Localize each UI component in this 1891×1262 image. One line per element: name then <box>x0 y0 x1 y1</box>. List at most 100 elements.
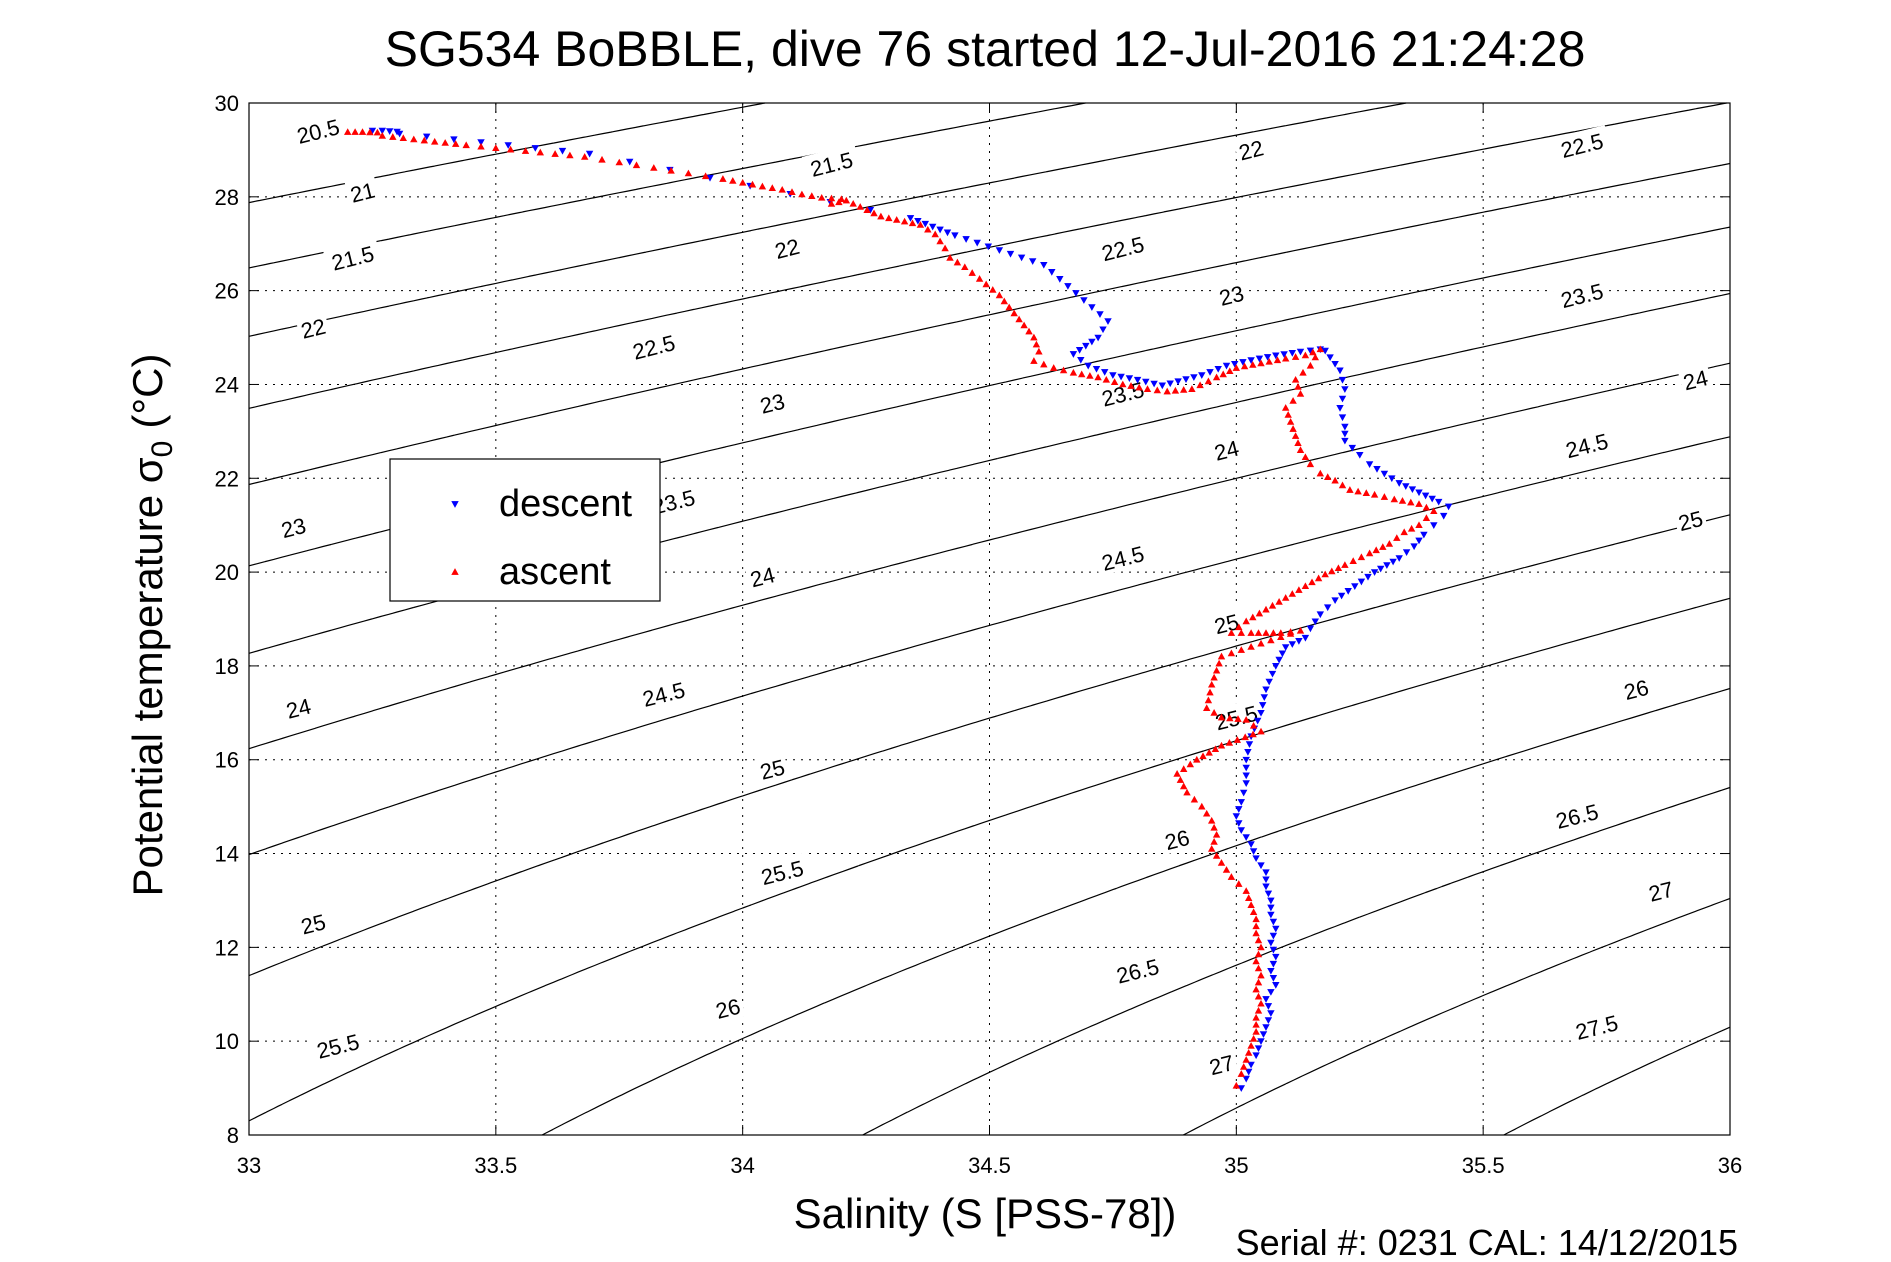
ascent-point <box>1311 353 1320 361</box>
descent-point <box>1072 290 1080 297</box>
descent-point <box>1316 611 1325 619</box>
ascent-point <box>1171 386 1180 394</box>
ascent-point <box>1205 748 1213 756</box>
descent-point <box>1311 618 1320 626</box>
descent-point <box>1395 480 1403 487</box>
ascent-point <box>1316 469 1325 477</box>
contour-label-bg <box>1203 1047 1239 1080</box>
contour-label: 20.5 <box>288 110 348 150</box>
descent-point <box>1117 373 1125 381</box>
descent-point <box>378 127 387 135</box>
legend-label-ascent: ascent <box>499 551 611 593</box>
descent-point <box>936 226 944 234</box>
contour-label-text: 22 <box>1236 135 1266 165</box>
y-axis-label: Potential temperature σ0 (°C) <box>124 354 179 897</box>
descent-point <box>1235 820 1243 827</box>
contour-label-text: 26.5 <box>1114 954 1162 989</box>
descent-point <box>1295 637 1303 645</box>
ascent-point <box>1239 1063 1248 1070</box>
ascent-point <box>389 133 397 140</box>
descent-point <box>1272 352 1280 360</box>
contour-label-text: 26 <box>1621 675 1651 705</box>
contour-label-text: 25.5 <box>759 855 807 890</box>
ascent-point <box>1257 943 1265 951</box>
contour-label: 25 <box>754 751 790 785</box>
ascent-point <box>1334 564 1343 572</box>
x-tick-label: 34.5 <box>968 1153 1011 1178</box>
descent-point <box>1258 702 1267 709</box>
legend: descent ascent <box>389 458 661 602</box>
ascent-point <box>1393 534 1401 541</box>
ascent-point <box>827 200 836 207</box>
ascent-point <box>1183 788 1191 796</box>
contour-label-bg <box>1093 537 1152 577</box>
descent-point <box>1281 644 1290 651</box>
ascent-point <box>1254 950 1263 958</box>
ascent-point <box>1267 636 1275 644</box>
ascent-point <box>1210 837 1218 845</box>
ascent-point <box>968 269 976 276</box>
descent-point <box>984 243 993 251</box>
descent-point <box>1434 498 1443 506</box>
contour-label-bg <box>744 559 780 593</box>
ascent-point <box>1289 425 1297 432</box>
descent-point <box>1415 489 1423 497</box>
ascent-point <box>1005 303 1013 311</box>
ascent-point <box>1301 453 1310 461</box>
legend-ascent-symbol <box>451 568 459 575</box>
descent-point <box>1321 347 1329 355</box>
ascent-point <box>1306 460 1315 468</box>
descent-point <box>625 158 634 166</box>
ascent-point <box>1196 381 1204 389</box>
y-axis-label-subscript: 0 <box>146 441 179 458</box>
descent-point <box>1257 709 1265 717</box>
descent-point <box>1341 437 1349 445</box>
ascent-point <box>1249 721 1258 729</box>
descent-point <box>1048 268 1056 276</box>
ascent-point <box>1323 473 1332 481</box>
descent-point <box>1242 780 1250 788</box>
contour-label: 24.5 <box>1557 425 1616 464</box>
ascent-point <box>989 286 997 293</box>
ascent-point <box>1206 688 1214 696</box>
ascent-point <box>1338 481 1347 489</box>
isopycnal-line <box>248 597 1731 1122</box>
contour-label-text: 22.5 <box>1099 232 1147 267</box>
descent-point <box>477 139 485 147</box>
x-axis-ticks: 33 33.5 34 34.5 35 35.5 36 <box>237 103 1742 1178</box>
descent-point <box>1410 543 1418 551</box>
ascent-point <box>650 164 658 171</box>
ascent-point <box>908 219 917 227</box>
ascent-point <box>1252 1027 1260 1035</box>
x-tick-label: 36 <box>1718 1153 1742 1178</box>
x-tick-label: 35 <box>1224 1153 1248 1178</box>
ascent-point <box>1010 309 1018 317</box>
descent-point <box>1267 911 1275 919</box>
ascent-point <box>1227 873 1236 880</box>
ascent-point <box>1328 567 1336 575</box>
ascent-point <box>1244 1049 1253 1056</box>
ascent-point <box>1422 503 1431 511</box>
descent-point <box>450 136 458 144</box>
contour-label: 26 <box>1618 672 1654 705</box>
descent-point <box>1133 376 1142 384</box>
y-tick-label: 12 <box>215 935 239 960</box>
descent-point <box>1341 430 1349 438</box>
contour-label-text: 24 <box>1681 365 1711 395</box>
descent-point <box>1237 827 1246 834</box>
isopycnal-line <box>248 514 1731 977</box>
descent-point <box>1242 772 1250 780</box>
ascent-point <box>1296 389 1305 397</box>
contour-label-bg <box>754 751 790 785</box>
ascent-point <box>1035 347 1043 355</box>
descent-point <box>995 247 1004 254</box>
contour-label-text: 25.5 <box>314 1029 362 1064</box>
descent-point <box>1272 662 1280 670</box>
descent-point <box>422 133 431 141</box>
ascent-point <box>1252 1013 1260 1021</box>
ascent-point <box>729 177 737 184</box>
descent-point <box>1235 806 1243 813</box>
contour-label-text: 22 <box>298 314 328 344</box>
contour-label: 22 <box>1233 132 1269 165</box>
descent-point <box>1262 876 1270 884</box>
